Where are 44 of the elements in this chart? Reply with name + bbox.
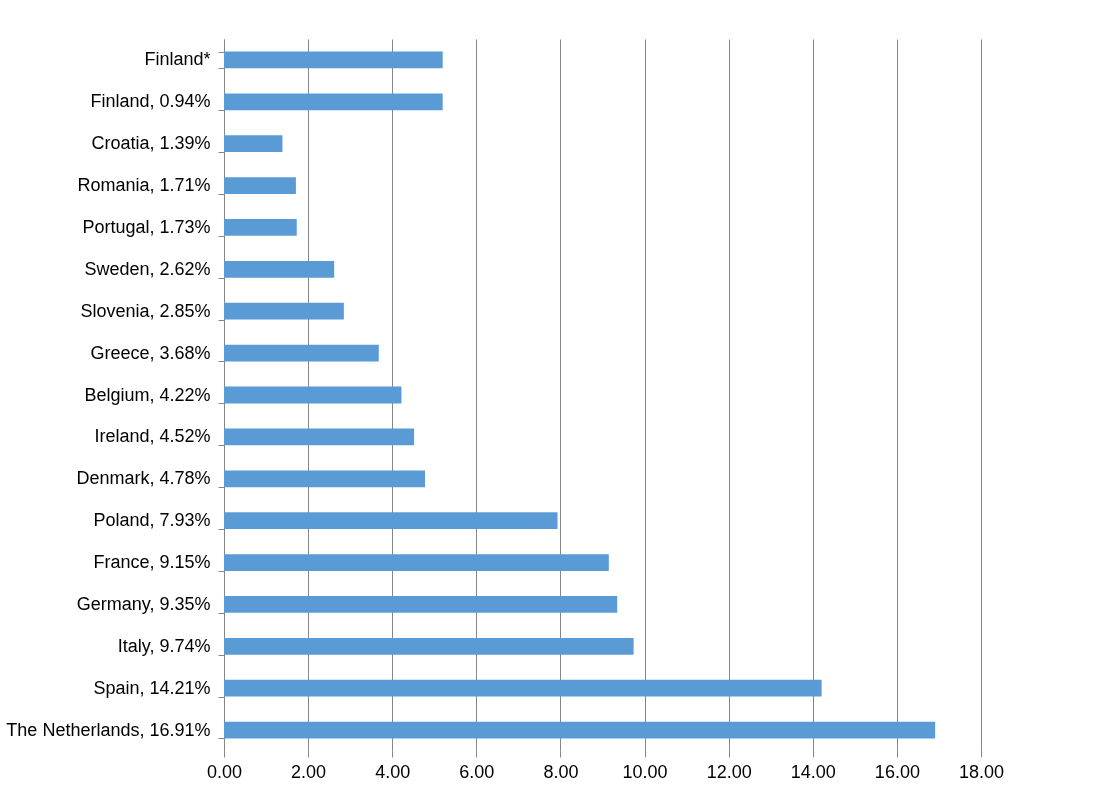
bar [224,428,415,446]
x-tick-label: 4.00 [375,761,411,782]
y-tick-label: Ireland, 4.52% [94,426,211,447]
x-tick-label: 14.00 [790,761,836,782]
x-tick-label: 12.00 [706,761,752,782]
x-tick-label: 8.00 [543,761,579,782]
bar [224,135,283,153]
y-tick-label: The Netherlands, 16.91% [6,719,211,740]
y-tick-label: Sweden, 2.62% [84,258,211,279]
y-tick-label: Portugal, 1.73% [82,216,211,237]
x-tick-label: 10.00 [622,761,668,782]
bar [224,637,634,655]
y-tick-label: Denmark, 4.78% [76,468,211,489]
y-tick-label: Poland, 7.93% [93,510,211,531]
bar [224,177,296,194]
y-tick-label: Belgium, 4.22% [84,384,211,405]
y-tick-label: Finland, 0.94% [90,91,211,112]
bar [224,386,402,404]
bar [224,302,344,320]
y-tick-label: Italy, 9.74% [117,635,211,656]
x-tick-label: 18.00 [958,761,1005,782]
bar [224,344,379,362]
y-tick-label: Germany, 9.35% [76,593,211,614]
bar [224,721,936,739]
bar [224,219,297,236]
y-tick-label: Greece, 3.68% [90,342,211,363]
y-tick-label: Croatia, 1.39% [91,133,211,154]
bar [224,470,426,488]
bar [224,679,822,697]
y-tick-label: Spain, 14.21% [93,677,211,698]
bar [224,512,558,530]
x-tick-label: 6.00 [459,761,495,782]
bar [224,596,618,613]
x-tick-label: 2.00 [291,761,327,782]
x-tick-label: 16.00 [874,761,920,782]
bar [224,51,443,69]
bar [224,93,443,111]
y-tick-label: Slovenia, 2.85% [80,300,211,321]
y-tick-label: Romania, 1.71% [77,175,211,196]
y-tick-label: Finland* [144,49,211,70]
bar [224,554,609,571]
y-tick-label: France, 9.15% [93,552,211,573]
bar [224,260,335,278]
x-tick-label: 0.00 [206,761,243,782]
